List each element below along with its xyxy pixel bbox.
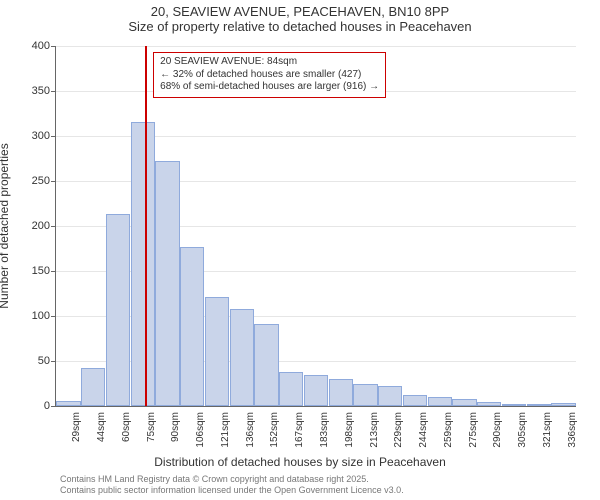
histogram-bar [205, 297, 229, 406]
histogram-bar [452, 399, 476, 406]
ytick-label: 100 [10, 310, 50, 322]
xtick-label: 136sqm [245, 412, 256, 448]
histogram-bar [477, 402, 501, 406]
histogram-bar [155, 161, 179, 406]
ytick-label: 150 [10, 265, 50, 277]
xtick-label: 167sqm [294, 412, 305, 448]
ytick-label: 0 [10, 400, 50, 412]
xtick-label: 121sqm [220, 412, 231, 448]
xtick-label: 60sqm [121, 412, 132, 442]
annotation-line-2: ← 32% of detached houses are smaller (42… [160, 69, 379, 82]
histogram-bar [254, 324, 278, 406]
footer-line-2: Contains public sector information licen… [60, 485, 404, 496]
xtick-label: 90sqm [170, 412, 181, 442]
ytick-mark [51, 46, 56, 47]
xtick-label: 29sqm [71, 412, 82, 442]
gridline [56, 46, 576, 47]
xtick-label: 183sqm [319, 412, 330, 448]
ytick-mark [51, 316, 56, 317]
histogram-bar [353, 384, 377, 407]
chart-area: 05010015020025030035040029sqm44sqm60sqm7… [55, 46, 575, 406]
ytick-mark [51, 181, 56, 182]
xtick-label: 106sqm [195, 412, 206, 448]
histogram-bar [502, 404, 526, 406]
histogram-bar [428, 397, 452, 406]
marker-line [145, 46, 147, 406]
ytick-mark [51, 361, 56, 362]
xtick-label: 305sqm [517, 412, 528, 448]
ytick-label: 200 [10, 220, 50, 232]
xtick-label: 244sqm [418, 412, 429, 448]
xtick-label: 275sqm [468, 412, 479, 448]
ytick-label: 350 [10, 85, 50, 97]
x-axis-label: Distribution of detached houses by size … [0, 455, 600, 469]
histogram-bar [180, 247, 204, 406]
xtick-label: 290sqm [492, 412, 503, 448]
chart-title-main: 20, SEAVIEW AVENUE, PEACEHAVEN, BN10 8PP [0, 4, 600, 19]
chart-title-block: 20, SEAVIEW AVENUE, PEACEHAVEN, BN10 8PP… [0, 0, 600, 34]
xtick-label: 229sqm [393, 412, 404, 448]
xtick-label: 75sqm [146, 412, 157, 442]
xtick-label: 259sqm [443, 412, 454, 448]
histogram-bar [329, 379, 353, 406]
histogram-bar [304, 375, 328, 407]
ytick-mark [51, 226, 56, 227]
histogram-bar [527, 404, 551, 406]
ytick-mark [51, 406, 56, 407]
footer-line-1: Contains HM Land Registry data © Crown c… [60, 474, 404, 485]
xtick-label: 152sqm [269, 412, 280, 448]
ytick-label: 250 [10, 175, 50, 187]
xtick-label: 44sqm [96, 412, 107, 442]
histogram-bar [279, 372, 303, 406]
histogram-bar [56, 401, 80, 406]
ytick-mark [51, 271, 56, 272]
histogram-bar [551, 403, 575, 406]
histogram-bar [230, 309, 254, 406]
xtick-label: 336sqm [567, 412, 578, 448]
ytick-mark [51, 91, 56, 92]
ytick-label: 50 [10, 355, 50, 367]
histogram-bar [106, 214, 130, 406]
footer-attribution: Contains HM Land Registry data © Crown c… [60, 474, 404, 496]
chart-title-sub: Size of property relative to detached ho… [0, 19, 600, 34]
ytick-mark [51, 136, 56, 137]
annotation-box: 20 SEAVIEW AVENUE: 84sqm← 32% of detache… [153, 52, 386, 98]
xtick-label: 321sqm [542, 412, 553, 448]
histogram-bar [403, 395, 427, 406]
histogram-bar [131, 122, 155, 406]
xtick-label: 198sqm [344, 412, 355, 448]
ytick-label: 300 [10, 130, 50, 142]
xtick-label: 213sqm [369, 412, 380, 448]
histogram-bar [378, 386, 402, 406]
annotation-line-3: 68% of semi-detached houses are larger (… [160, 81, 379, 94]
annotation-line-1: 20 SEAVIEW AVENUE: 84sqm [160, 56, 379, 69]
ytick-label: 400 [10, 40, 50, 52]
histogram-bar [81, 368, 105, 406]
plot-region: 05010015020025030035040029sqm44sqm60sqm7… [55, 46, 576, 407]
